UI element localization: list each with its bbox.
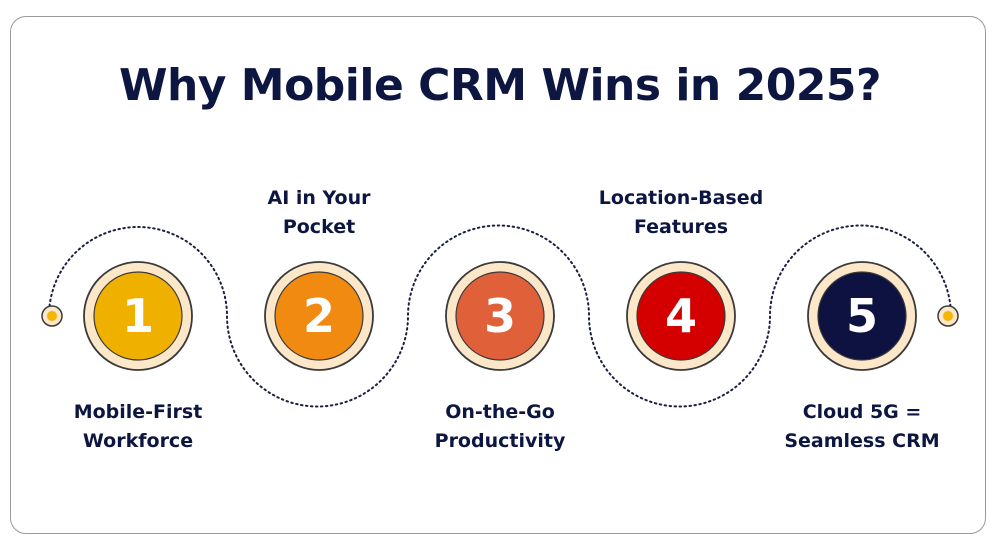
step-circle: 3 [445,261,555,371]
step-label: Mobile-First Workforce [73,401,203,452]
step-number: 2 [303,289,335,343]
step-number: 5 [846,289,878,343]
step-circles: 1 2 3 4 5 [83,261,917,371]
step-label: Cloud 5G = Seamless CRM [784,401,940,452]
step-number: 4 [665,289,697,343]
end-dot [937,305,959,327]
step-label: Location-Based Features [598,187,764,238]
connector-wave [48,224,952,408]
path-endpoints [41,305,959,327]
start-dot [41,305,63,327]
step-disc [274,271,364,361]
step-circle: 2 [264,261,374,371]
step-disc [636,271,726,361]
step-number: 1 [122,289,154,343]
step-circle: 4 [626,261,736,371]
page-title: Why Mobile CRM Wins in 2025? [118,60,882,111]
step-circle: 1 [83,261,193,371]
step-label: On-the-Go Productivity [434,401,566,452]
step-label: AI in Your Pocket [267,187,371,238]
step-number: 3 [484,289,516,343]
step-disc [817,271,907,361]
step-disc [455,271,545,361]
step-circle: 5 [807,261,917,371]
step-disc [93,271,183,361]
